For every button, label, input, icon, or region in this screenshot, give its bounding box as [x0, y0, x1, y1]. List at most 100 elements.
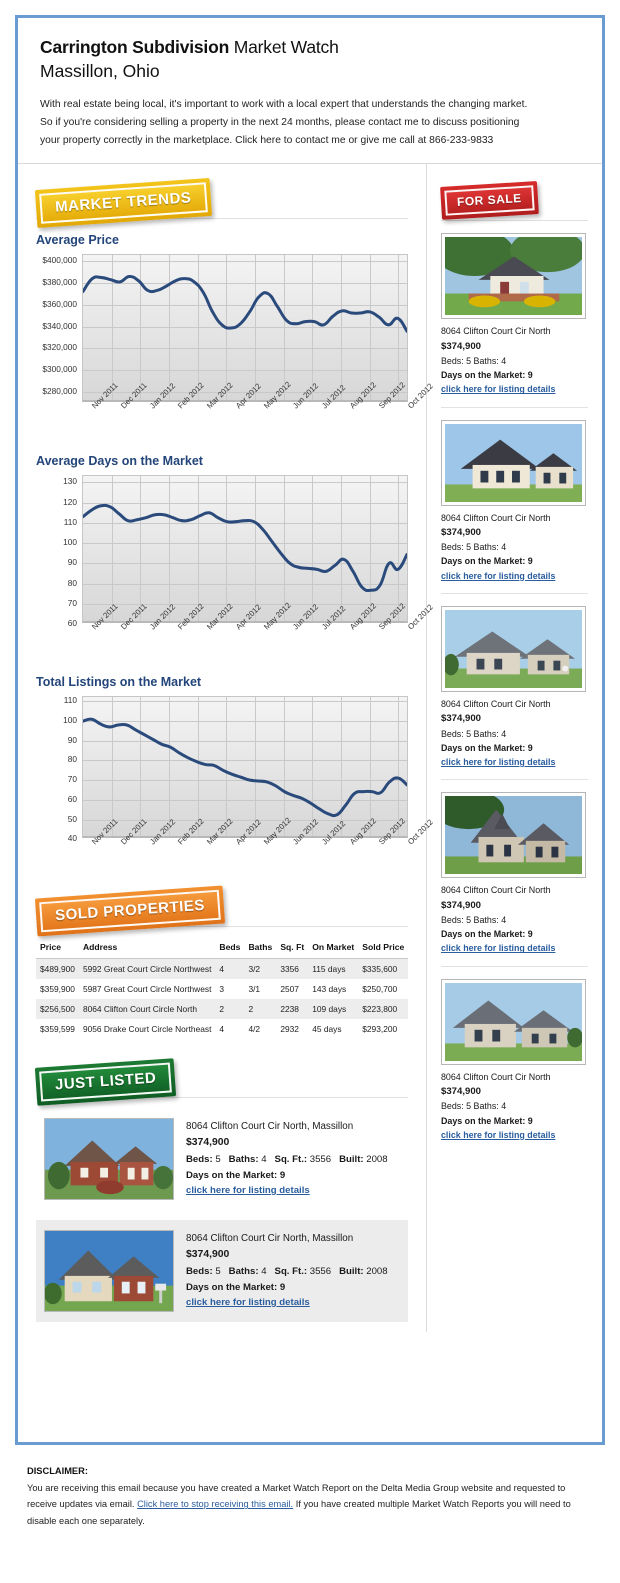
col-header-address: Address [78, 937, 216, 960]
days-on-market: Days on the Market: 9 [441, 556, 533, 567]
gridline-vertical [111, 255, 113, 401]
days-on-market: Days on the Market: 9 [186, 1281, 286, 1293]
property-price: $374,900 [441, 1085, 482, 1097]
col-header-sold-price: Sold Price [358, 937, 409, 960]
y-tick-label: 60 [67, 793, 77, 804]
beds-label: Beds: [186, 1154, 213, 1165]
gridline-horizontal [83, 780, 407, 782]
gridline-vertical [341, 476, 342, 622]
y-tick-label: 80 [67, 577, 77, 588]
cell-sqft: 2507 [280, 984, 299, 995]
listing-details-link[interactable]: click here for listing details [186, 1185, 310, 1197]
sqft-label: Sq. Ft.: [274, 1266, 308, 1277]
property-photo[interactable] [441, 792, 586, 879]
table-row[interactable]: $256,500 8064 Clifton Court Circle North 2… [36, 999, 409, 1020]
table-row[interactable]: $489,900 5992 Great Court Circle Northwes… [36, 958, 409, 980]
beds-value: 5 [215, 1266, 221, 1277]
cell-on-market: 109 days [312, 1004, 347, 1015]
y-tick-label: 100 [63, 537, 77, 548]
for-sale-card[interactable]: 8064 Clifton Court Cir North $374,900 Beds… [441, 419, 588, 594]
gridline-horizontal [83, 304, 407, 306]
just-listed-badge: JUST LISTED [34, 1058, 177, 1107]
for-sale-card[interactable]: 8064 Clifton Court Cir North $374,900 Beds… [441, 605, 588, 781]
table-row[interactable]: $359,599 9056 Drake Court Circle Northeas… [36, 1019, 408, 1039]
property-price: $374,900 [186, 1137, 230, 1149]
y-tick-label: 120 [63, 496, 77, 507]
listing-details-link[interactable]: click here for listing details [186, 1297, 310, 1309]
chart-canvas-days-on-market [82, 475, 408, 624]
for-sale-card[interactable]: 8064 Clifton Court Cir North $374,900 Beds… [441, 792, 588, 967]
property-price: $374,900 [186, 1249, 230, 1261]
cell-baths: 3/1 [248, 984, 261, 995]
col-header-price: Price [36, 937, 79, 960]
y-tick-label: 110 [63, 516, 77, 527]
listing-details-link[interactable]: click here for listing details [441, 1129, 556, 1140]
property-address: 8064 Clifton Court Cir North [441, 698, 551, 709]
market-trends-badge-wrap: MARKET TRENDS [34, 178, 426, 229]
property-photo[interactable] [441, 419, 586, 506]
days-on-market: Days on the Market: 9 [441, 742, 533, 753]
for-sale-card[interactable]: 8064 Clifton Court Cir North $374,900 Beds… [441, 978, 588, 1152]
gridline-horizontal [83, 819, 407, 821]
cell-address: 8064 Clifton Court Circle North [82, 1004, 197, 1015]
gridline-horizontal [83, 260, 407, 262]
sqft-value: 3556 [309, 1154, 332, 1165]
listing-details-link[interactable]: click here for listing details [441, 384, 556, 395]
report-header: Carrington Subdivision Market Watch Mass… [18, 18, 602, 165]
days-on-market: Days on the Market: 9 [441, 1115, 533, 1126]
gridline-horizontal [83, 348, 407, 350]
cell-address: 9056 Drake Court Circle Northeast [82, 1024, 212, 1035]
chart-title-days-on-market: Average Days on the Market [36, 454, 203, 469]
baths-value: 4 [261, 1266, 267, 1277]
unsubscribe-link[interactable]: Click here to stop receiving this email. [137, 1499, 294, 1510]
gridline-vertical [111, 697, 113, 837]
y-tick-label: 90 [67, 557, 77, 568]
disclaimer: DISCLAIMER: You are receiving this email… [27, 1466, 587, 1529]
just-listed-card[interactable]: 8064 Clifton Court Cir North, Massillon $… [36, 1108, 408, 1210]
property-photo[interactable] [441, 233, 586, 320]
cell-on-market: 45 days [312, 1024, 342, 1035]
cell-beds: 4 [219, 1024, 225, 1035]
cell-beds: 2 [219, 1004, 225, 1015]
gridline-vertical [169, 476, 170, 622]
y-tick-label: 90 [67, 734, 77, 745]
disclaimer-text: You are receiving this email because you… [27, 1480, 587, 1529]
for-sale-card[interactable]: 8064 Clifton Court Cir North $374,900 Beds… [441, 233, 588, 408]
gridline-vertical [369, 255, 371, 401]
gridline-vertical [283, 255, 285, 401]
y-tick-label: $280,000 [42, 386, 77, 397]
property-photo[interactable] [44, 1118, 174, 1201]
just-listed-card[interactable]: 8064 Clifton Court Cir North, Massillon $… [36, 1220, 408, 1323]
gridline-vertical [398, 255, 400, 401]
intro-line-3: your property correctly in the marketpla… [40, 134, 494, 146]
gridline-horizontal [83, 392, 407, 394]
gridline-horizontal [83, 563, 407, 565]
property-photo[interactable] [441, 605, 586, 692]
chart-title-total-listings: Total Listings on the Market [36, 675, 202, 690]
disclaimer-part-1: You are receiving this email because you… [27, 1483, 566, 1510]
property-beds-baths: Beds: 5 Baths: 4 [441, 355, 507, 366]
table-row[interactable]: $359,900 5987 Great Court Circle Northwes… [36, 979, 408, 999]
col-header-sqft: Sq. Ft [276, 937, 309, 960]
gridline-vertical [197, 476, 199, 622]
y-tick-label: 50 [67, 813, 77, 824]
sold-properties-badge: SOLD PROPERTIES [34, 885, 226, 937]
chart-canvas-total-listings [82, 696, 408, 839]
gridline-horizontal [83, 799, 407, 801]
for-sale-sidebar: FOR SALE 8064 Clifton Court Cir North $37… [426, 164, 602, 1333]
listing-details-link[interactable]: click here for listing details [441, 943, 556, 954]
report-body: MARKET TRENDS Average Price $400,000 $380… [18, 164, 602, 1333]
col-header-on-market: On Market [308, 937, 359, 960]
built-label: Built: [339, 1266, 364, 1277]
listing-details-link[interactable]: click here for listing details [441, 757, 556, 768]
cell-sold-price: $250,700 [362, 984, 398, 995]
listing-details-link[interactable]: click here for listing details [441, 570, 556, 581]
y-axis-labels-total-listings: 110 100 90 80 70 60 50 40 [36, 695, 82, 843]
y-tick-label: 80 [67, 754, 77, 765]
property-photo[interactable] [44, 1230, 174, 1313]
disclaimer-part-2: If you have created multiple Market Watc… [27, 1499, 571, 1526]
property-photo[interactable] [441, 978, 586, 1065]
cell-price: $359,599 [40, 1024, 75, 1035]
x-axis-labels-days-on-market: Nov 2011 Dec 2011 Jan 2012 Feb 2012 Mar 2012… [82, 601, 434, 661]
